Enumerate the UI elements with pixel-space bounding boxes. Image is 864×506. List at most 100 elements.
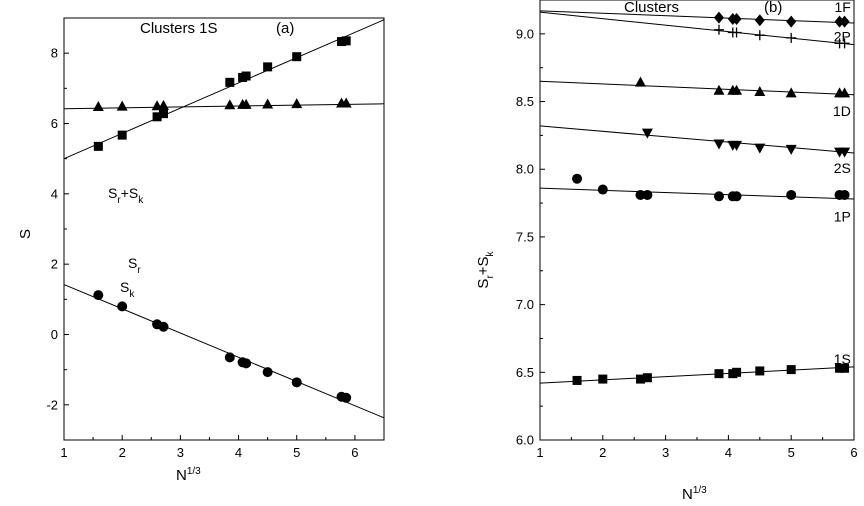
panel-b-point-1d	[839, 87, 851, 98]
series-label-2p: 2P	[834, 29, 851, 45]
panel-a-point-s-r	[152, 112, 162, 122]
panel-a-point-s-r-s-k	[291, 98, 303, 109]
panel-a-point-s-r-s-k	[92, 100, 104, 111]
panel-b-point-2p	[786, 32, 797, 43]
series-label-1p: 1P	[834, 209, 851, 225]
panel-b-xlabel-main: N	[682, 486, 693, 503]
panel-b-fit-1s	[539, 366, 855, 384]
label-sk: Sk	[120, 279, 135, 300]
panel-a-fit-s-k	[63, 284, 385, 419]
label-sr-sub: r	[137, 265, 141, 276]
panel-b-point-1d	[754, 86, 766, 97]
panel-b-frame	[539, 0, 855, 441]
panel-a-point-s-r	[337, 37, 347, 47]
panel-a-xtick-label: 2	[119, 445, 126, 460]
panel-a-point-s-k	[291, 377, 302, 388]
panel-b-point-1s	[642, 373, 652, 383]
panel-b-point-1s	[835, 363, 845, 373]
panel-a-xlabel-sup: 1/3	[187, 466, 201, 477]
panel-b-fit-lines	[539, 10, 855, 384]
panel-a-xtick-label: 3	[177, 445, 184, 460]
panel-b-xtick-label: 4	[725, 445, 732, 460]
panel-a-point-s-r-s-k	[340, 97, 352, 108]
panel-b-point-1f	[754, 14, 765, 27]
panel-a-title: Clusters 1S	[140, 20, 218, 37]
panel-b-ylabel-b-sub: k	[485, 250, 496, 256]
panel-b-point-1p	[713, 191, 724, 202]
panel-b-point-1s	[786, 365, 796, 375]
panel-b-point-2s	[713, 139, 725, 150]
label-sk-sub: k	[129, 289, 135, 300]
panel-b-xtick-label: 5	[788, 445, 795, 460]
label-sr-plus-sk-b-sub: k	[138, 195, 144, 206]
panel-b-point-2s	[754, 143, 766, 154]
panel-b-fit-1p	[539, 187, 855, 200]
panel-a-point-s-r	[263, 62, 273, 72]
panel-b-ylabel-a: S	[475, 279, 492, 289]
panel-b-point-1f	[713, 11, 724, 24]
panel-b-xtick-label: 2	[599, 445, 606, 460]
panel-a-fit-s-r-s-k	[63, 103, 385, 110]
panel-b-ytick-label: 7.0	[516, 297, 534, 312]
panel-b-point-1d	[785, 87, 797, 98]
panel-a-point-s-r	[117, 130, 127, 140]
panel-b-point-2s	[641, 128, 653, 139]
panel-a-xlabel: N1/3	[176, 466, 201, 484]
panel-a-ytick-label: 6	[51, 116, 58, 131]
panel-b-point-1p	[786, 189, 797, 200]
panel-a-point-s-k	[241, 358, 252, 369]
panel-b-point-1p	[642, 189, 653, 200]
panel-b-xtick-label: 3	[662, 445, 669, 460]
series-label-1d: 1D	[833, 103, 851, 119]
panel-b-point-1f	[834, 15, 845, 28]
panel-a-xtick-label: 1	[60, 445, 67, 460]
panel-a-xlabel-main: N	[176, 467, 187, 484]
panel-b-series-labels: 1F 2P 1D 2S 1P 1S	[833, 0, 851, 367]
panel-a-point-s-r-s-k	[157, 99, 169, 110]
panel-b-ticks: 1 2 3 4 5 6 6.0 6.5 7.0 7.5 8.0 8.5 9.0	[516, 26, 858, 460]
panel-a-point-s-r	[158, 109, 168, 119]
label-sr-plus-sk-a: S	[108, 185, 117, 201]
panel-a-frame	[63, 17, 385, 441]
panel-a-ytick-label: 2	[51, 257, 58, 272]
panel-a-markers	[92, 36, 352, 403]
panel-b-ytick-label: 6.0	[516, 433, 534, 448]
panel-a-fit-s-r	[63, 19, 385, 160]
panel-b-point-1p	[731, 191, 742, 202]
panel-a-point-s-r-s-k	[262, 98, 274, 109]
label-sr-plus-sk-a-sub: r	[117, 195, 121, 206]
panel-a-point-s-r-s-k	[240, 98, 252, 109]
panel-b-point-1d	[713, 84, 725, 95]
panel-a-ytick-label: -2	[46, 397, 58, 412]
panel-b-point-2s	[839, 147, 851, 158]
panel-b-point-2p	[754, 30, 765, 41]
panel-b-markers	[572, 11, 851, 385]
panel-a-xtick-label: 6	[351, 445, 358, 460]
panel-b-xtick-label: 6	[850, 445, 857, 460]
panel-b-fit-1d	[539, 80, 855, 96]
panel-b-xtick-label: 1	[536, 445, 543, 460]
series-label-1f: 1F	[835, 0, 851, 15]
panel-b-point-1s	[572, 375, 582, 385]
panel-b-point-1p	[839, 189, 850, 200]
panel-a-fit-lines	[63, 19, 385, 419]
panel-b-xlabel-sup: 1/3	[693, 485, 707, 496]
panel-b-label: (b)	[764, 0, 782, 16]
panel-a-ytick-label: 0	[51, 327, 58, 342]
panel-b-point-2p	[713, 24, 724, 35]
label-sk-a: S	[120, 279, 129, 295]
series-label-2s: 2S	[834, 160, 851, 176]
panel-b-ytick-label: 9.0	[516, 26, 534, 41]
series-label-1s: 1S	[834, 351, 851, 367]
panel-a-point-s-r	[341, 36, 351, 46]
panel-b-point-1s	[755, 366, 765, 376]
panel-a-label: (a)	[276, 20, 294, 37]
label-sr-plus-sk: Sr+Sk	[108, 185, 144, 206]
panel-b-point-1s	[598, 374, 608, 384]
panel-b-ylabel-a-sub: r	[485, 275, 496, 279]
panel-b-point-2s	[785, 144, 797, 155]
panel-b-fit-2p	[539, 11, 855, 46]
panel-a-point-s-k	[158, 321, 169, 332]
